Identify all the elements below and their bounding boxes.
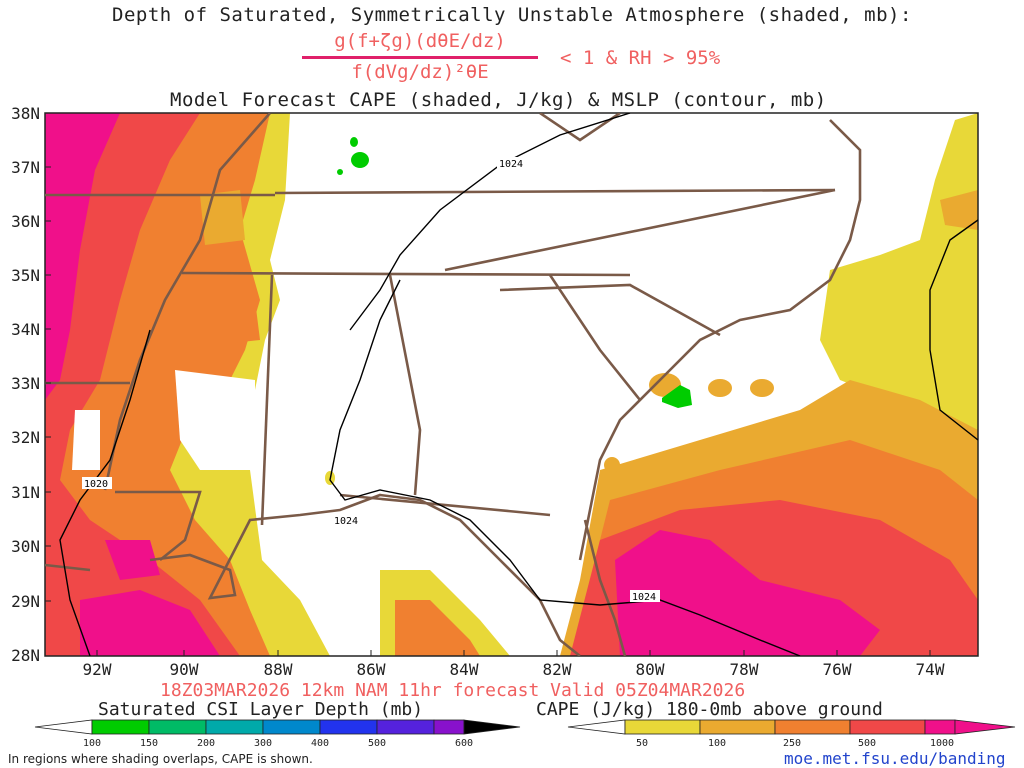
- title-condition: < 1 & RH > 95%: [560, 47, 721, 69]
- csi-blob-sc: [662, 385, 692, 408]
- cape-sc-blob-2: [708, 379, 732, 397]
- cape-ne-orange: [940, 190, 978, 230]
- cape-east-yellow: [820, 113, 978, 480]
- border-wv: [539, 113, 621, 142]
- title-line-1: Depth of Saturated, Symmetrically Unstab…: [112, 4, 912, 26]
- cape-tick-100: 100: [707, 738, 727, 749]
- cape-ga-blob: [604, 457, 620, 473]
- csi-blob-ky-1: [351, 152, 369, 168]
- cape-west-magenta: [45, 113, 120, 400]
- coastline-east: [578, 119, 862, 561]
- mslp-contour-1024-north: [329, 279, 801, 656]
- border-ga-sc: [548, 274, 642, 401]
- lat-label-35: 35N: [11, 266, 40, 285]
- lat-label-31: 31N: [11, 483, 40, 502]
- cape-sc-blob-3: [750, 379, 774, 397]
- border-nc-sc: [499, 283, 721, 337]
- lon-label-80: 80W: [635, 660, 665, 679]
- mslp-contour-1020: [59, 329, 151, 656]
- lon-label-74: 74W: [915, 660, 945, 679]
- footer-note: In regions where shading overlaps, CAPE …: [8, 752, 313, 766]
- lat-label-29: 29N: [11, 592, 40, 611]
- csi-tick-300: 300: [253, 738, 273, 749]
- coastline-gulf: [149, 493, 581, 656]
- lat-label-34: 34N: [11, 320, 40, 339]
- border-tn-south: [181, 271, 631, 277]
- cape-sw-magenta: [80, 590, 220, 656]
- florida-east: [583, 519, 627, 656]
- lat-label-28: 28N: [11, 646, 40, 665]
- lon-label-86: 86W: [356, 660, 386, 679]
- fraction-bar: [302, 56, 538, 59]
- cape-blob-2: [210, 300, 260, 345]
- lon-label-82: 82W: [542, 660, 572, 679]
- border-ms-al: [260, 274, 274, 526]
- border-ky-tn: [274, 188, 836, 195]
- cape-legend-title: CAPE (J/kg) 180-0mb above ground: [536, 699, 883, 720]
- contour-labels: 1024 1020 1024 1024: [82, 157, 660, 603]
- cape-hole-2: [175, 370, 255, 470]
- cape-tick-1000: 1000: [929, 738, 955, 749]
- lat-label-30: 30N: [11, 537, 40, 556]
- cape-west-red: [45, 113, 240, 656]
- mslp-contour-1024-ky: [349, 113, 631, 331]
- lat-label-38: 38N: [11, 104, 40, 123]
- contour-label-1: 1024: [499, 159, 523, 170]
- border-ga-fl: [339, 493, 551, 517]
- lon-label-78: 78W: [729, 660, 759, 679]
- lon-label-84: 84W: [449, 660, 479, 679]
- contour-label-3: 1024: [334, 516, 358, 527]
- contour-label-2: 1020: [84, 479, 108, 490]
- csi-tick-100: 100: [82, 738, 102, 749]
- lon-label-76: 76W: [822, 660, 852, 679]
- csi-blob-ky-3: [337, 169, 343, 175]
- contour-label-4: 1024: [632, 592, 656, 603]
- csi-colorbar: [34, 719, 521, 735]
- cape-shading: [45, 113, 978, 656]
- lat-label-32: 32N: [11, 428, 40, 447]
- cape-hole-1: [72, 410, 100, 470]
- forecast-valid-line: 18Z03MAR2026 12km NAM 11hr forecast Vali…: [160, 680, 746, 701]
- csi-tick-400: 400: [310, 738, 330, 749]
- cape-east-magenta: [615, 530, 880, 656]
- boundaries: [45, 113, 978, 656]
- csi-tick-500: 500: [367, 738, 387, 749]
- csi-blob-ky-2: [350, 137, 358, 147]
- cape-gulf-orange: [395, 600, 480, 656]
- lat-label-36: 36N: [11, 212, 40, 231]
- axis-ticks: [45, 112, 931, 657]
- lat-label-33: 33N: [11, 374, 40, 393]
- csi-legend-title: Saturated CSI Layer Depth (mb): [98, 699, 424, 720]
- title-fraction: g(f+ζg)(dθE/dz) f(dVg/dz)²θE: [300, 30, 540, 87]
- border-al-ga: [388, 274, 422, 496]
- title-numerator: g(f+ζg)(dθE/dz): [334, 30, 506, 52]
- border-la-ms: [115, 490, 202, 562]
- cape-colorbar: [567, 719, 1016, 735]
- title-line-3: Model Forecast CAPE (shaded, J/kg) & MSL…: [170, 89, 827, 111]
- lat-label-37: 37N: [11, 158, 40, 177]
- legend-bars: [34, 719, 1016, 735]
- cape-tick-50: 50: [635, 738, 649, 749]
- border-va-nc: [444, 188, 836, 272]
- lon-label-92: 92W: [82, 660, 112, 679]
- map-frame: [44, 112, 979, 657]
- river-mississippi: [103, 113, 271, 491]
- cape-tick-500: 500: [857, 738, 877, 749]
- mslp-contour-1024-east: [929, 219, 978, 441]
- csi-tick-150: 150: [139, 738, 159, 749]
- cape-la-magenta: [105, 540, 160, 580]
- lon-label-90: 90W: [169, 660, 199, 679]
- cape-tick-250: 250: [782, 738, 802, 749]
- lon-label-88: 88W: [263, 660, 293, 679]
- source-url: moe.met.fsu.edu/banding: [784, 749, 1006, 768]
- border-la-tx: [45, 563, 91, 572]
- csi-tick-200: 200: [196, 738, 216, 749]
- csi-tick-600: 600: [454, 738, 474, 749]
- title-denominator: f(dVg/dz)²θE: [351, 61, 489, 83]
